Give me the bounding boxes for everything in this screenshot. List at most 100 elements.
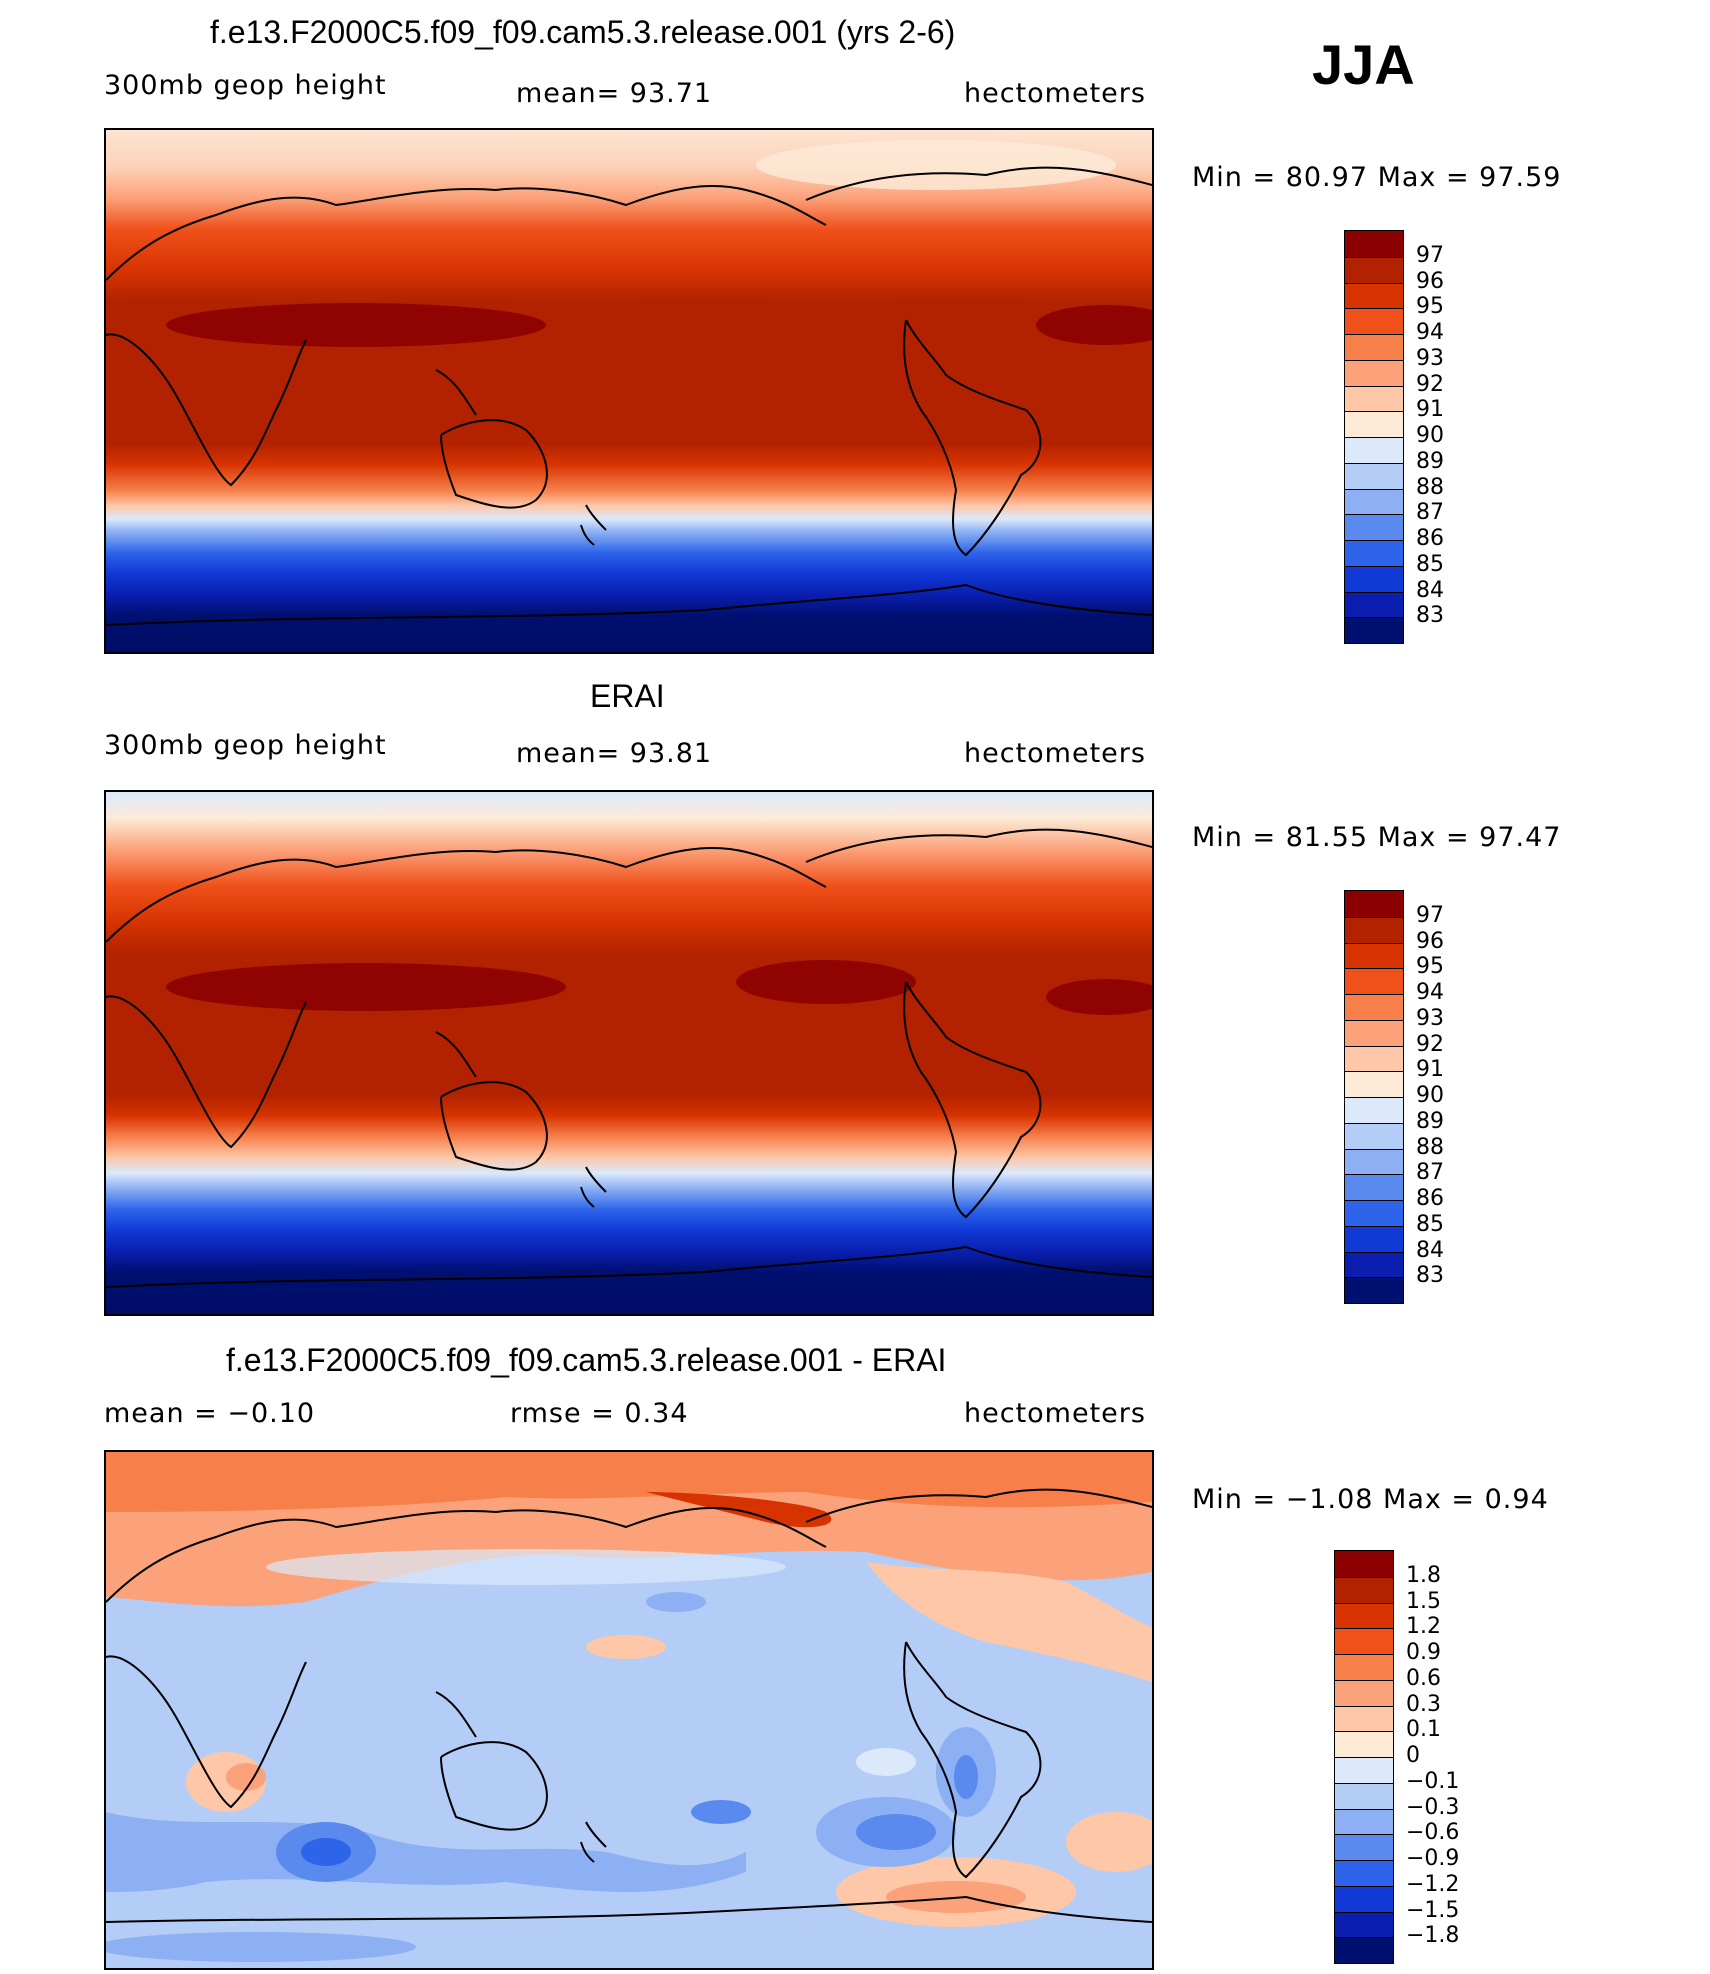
colorbar-swatch xyxy=(1345,334,1403,360)
panel1-variable-label: 300mb geop height xyxy=(104,70,387,101)
colorbar-swatch xyxy=(1345,462,1403,489)
colorbar-swatch xyxy=(1345,1019,1403,1046)
panel3-colorbar xyxy=(1334,1550,1394,1964)
panel3-units-label: hectometers xyxy=(964,1398,1146,1429)
colorbar-swatch xyxy=(1345,1071,1403,1097)
colorbar-label: 93 xyxy=(1416,345,1444,371)
colorbar-label: 92 xyxy=(1416,1031,1444,1057)
colorbar-swatch xyxy=(1335,1782,1393,1809)
colorbar-swatch xyxy=(1345,916,1403,943)
panel1-units-label: hectometers xyxy=(964,78,1146,109)
colorbar-swatch xyxy=(1345,1045,1403,1072)
colorbar-label: 1.2 xyxy=(1406,1614,1441,1640)
colorbar-label: 95 xyxy=(1416,294,1444,320)
panel2-title: ERAI xyxy=(590,678,665,714)
colorbar-swatch xyxy=(1345,942,1403,969)
colorbar-label: 0.3 xyxy=(1406,1691,1441,1717)
colorbar-swatch xyxy=(1345,308,1403,334)
colorbar-label: 84 xyxy=(1416,577,1444,603)
colorbar-label: 96 xyxy=(1416,268,1444,294)
colorbar-label: 87 xyxy=(1416,1160,1444,1186)
colorbar-swatch xyxy=(1335,1757,1393,1783)
colorbar-swatch xyxy=(1345,1277,1403,1303)
colorbar-swatch xyxy=(1345,514,1403,540)
colorbar-swatch xyxy=(1345,1251,1403,1278)
colorbar-label: 94 xyxy=(1416,980,1444,1005)
colorbar-label: 85 xyxy=(1416,1211,1444,1237)
colorbar-swatch xyxy=(1345,565,1403,592)
colorbar-swatch xyxy=(1345,1225,1403,1252)
panel2-contour-plot xyxy=(106,792,1152,1314)
colorbar-swatch xyxy=(1345,437,1403,463)
colorbar-label: −1.8 xyxy=(1406,1923,1460,1949)
colorbar-swatch xyxy=(1335,1731,1393,1757)
colorbar-swatch xyxy=(1345,359,1403,386)
colorbar-label: 95 xyxy=(1416,954,1444,980)
colorbar-label: 1.5 xyxy=(1406,1588,1441,1614)
panel1-range-label: Min = 80.97 Max = 97.59 xyxy=(1192,162,1562,193)
colorbar-swatch xyxy=(1345,1200,1403,1226)
colorbar-swatch xyxy=(1335,1576,1393,1603)
colorbar-label: −0.3 xyxy=(1406,1794,1460,1820)
panel3-range-label: Min = −1.08 Max = 0.94 xyxy=(1192,1484,1549,1515)
colorbar-label: −1.2 xyxy=(1406,1871,1460,1897)
colorbar-label: 90 xyxy=(1416,423,1444,448)
colorbar-swatch xyxy=(1345,1122,1403,1149)
panel3-mean-label: mean = −0.10 xyxy=(104,1398,316,1429)
colorbar-swatch xyxy=(1335,1937,1393,1963)
colorbar-label: 83 xyxy=(1416,1263,1444,1289)
colorbar-label: 89 xyxy=(1416,1108,1444,1134)
colorbar-label: 97 xyxy=(1416,902,1444,928)
colorbar-label: 83 xyxy=(1416,603,1444,629)
colorbar-swatch xyxy=(1335,1602,1393,1629)
colorbar-label: 97 xyxy=(1416,242,1444,268)
colorbar-label: 96 xyxy=(1416,928,1444,954)
colorbar-label: −1.5 xyxy=(1406,1897,1460,1923)
colorbar-swatch xyxy=(1345,591,1403,618)
colorbar-label: −0.9 xyxy=(1406,1846,1460,1871)
colorbar-label: 91 xyxy=(1416,1057,1444,1083)
colorbar-label: 87 xyxy=(1416,500,1444,526)
colorbar-swatch xyxy=(1345,411,1403,437)
colorbar-swatch xyxy=(1345,385,1403,412)
panel2-map xyxy=(104,790,1154,1316)
panel3-title: f.e13.F2000C5.f09_f09.cam5.3.release.001… xyxy=(226,1342,947,1378)
colorbar-label: 0.1 xyxy=(1406,1717,1441,1743)
colorbar-swatch xyxy=(1335,1705,1393,1732)
colorbar-swatch xyxy=(1345,891,1403,917)
panel2-variable-label: 300mb geop height xyxy=(104,730,387,761)
colorbar-label: −0.1 xyxy=(1406,1768,1460,1794)
panel2-units-label: hectometers xyxy=(964,738,1146,769)
colorbar-label: 0.9 xyxy=(1406,1640,1441,1665)
panel3-rmse-label: rmse = 0.34 xyxy=(510,1398,689,1429)
colorbar-label: 0 xyxy=(1406,1743,1420,1768)
panel3-contour-plot xyxy=(106,1452,1152,1968)
colorbar-label: 84 xyxy=(1416,1237,1444,1263)
colorbar-label: 94 xyxy=(1416,320,1444,345)
colorbar-swatch xyxy=(1345,231,1403,257)
colorbar-swatch xyxy=(1335,1679,1393,1706)
colorbar-swatch xyxy=(1335,1628,1393,1654)
colorbar-label: 1.8 xyxy=(1406,1562,1441,1588)
colorbar-swatch xyxy=(1335,1860,1393,1886)
colorbar-swatch xyxy=(1335,1551,1393,1577)
panel2-range-label: Min = 81.55 Max = 97.47 xyxy=(1192,822,1562,853)
colorbar-swatch xyxy=(1345,617,1403,643)
colorbar-swatch xyxy=(1335,1885,1393,1912)
colorbar-label: 90 xyxy=(1416,1083,1444,1108)
colorbar-swatch xyxy=(1345,994,1403,1020)
colorbar-label: 89 xyxy=(1416,448,1444,474)
colorbar-swatch xyxy=(1345,282,1403,309)
colorbar-swatch xyxy=(1345,968,1403,994)
colorbar-swatch xyxy=(1335,1654,1393,1680)
panel1-colorbar xyxy=(1344,230,1404,644)
colorbar-label: 85 xyxy=(1416,551,1444,577)
colorbar-label: 91 xyxy=(1416,397,1444,423)
colorbar-swatch xyxy=(1345,540,1403,566)
panel3-map xyxy=(104,1450,1154,1970)
panel1-map xyxy=(104,128,1154,654)
season-label: JJA xyxy=(1312,33,1415,96)
colorbar-swatch xyxy=(1335,1834,1393,1860)
colorbar-label: 0.6 xyxy=(1406,1665,1441,1691)
colorbar-label: −0.6 xyxy=(1406,1820,1460,1846)
